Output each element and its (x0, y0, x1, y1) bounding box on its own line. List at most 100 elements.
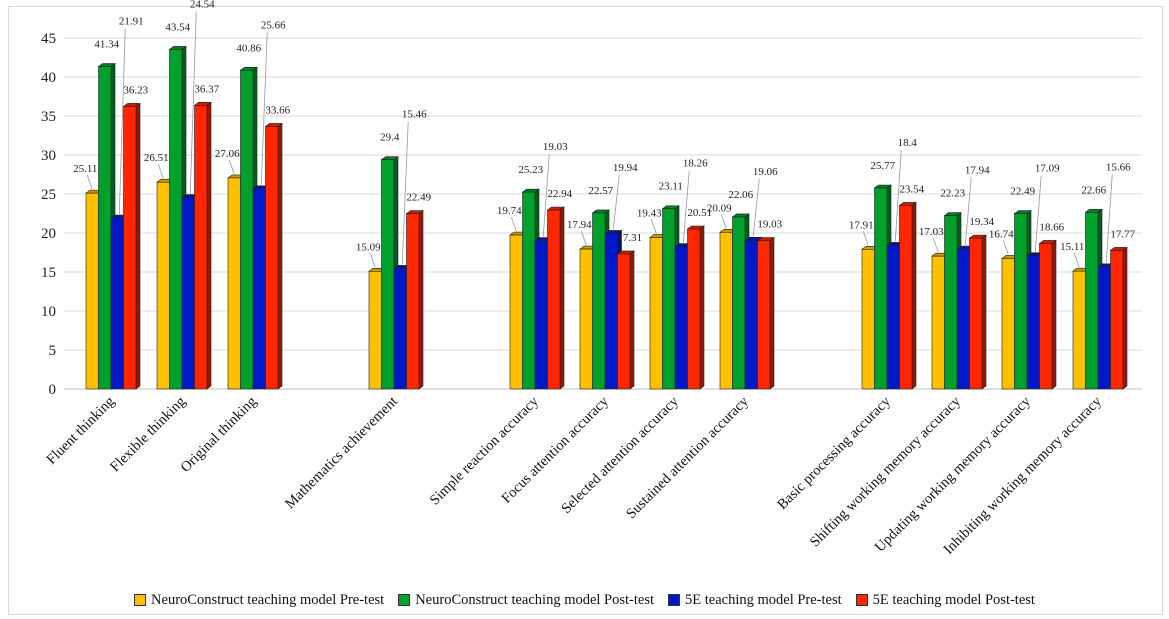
bar (253, 189, 266, 389)
y-tick-label: 40 (41, 70, 56, 86)
leader-line (1035, 176, 1041, 252)
bar-side (136, 103, 140, 389)
bar (228, 178, 241, 389)
data-label: 17.77 (1110, 228, 1135, 240)
bar (182, 198, 195, 389)
bar (157, 182, 170, 389)
x-tick-label: Updating working memory accuracy (872, 393, 1034, 555)
bar-side (419, 211, 423, 389)
data-label: 19.03 (757, 219, 782, 231)
data-label: 27.06 (215, 148, 240, 160)
bar (535, 241, 548, 389)
data-label: 22.06 (728, 189, 753, 201)
y-tick-label: 10 (41, 304, 56, 320)
data-label: 17.09 (1035, 163, 1060, 175)
legend-swatch (856, 594, 868, 606)
bar (862, 249, 875, 389)
bar (887, 245, 900, 389)
data-label: 15.46 (402, 109, 427, 121)
data-label: 20.09 (707, 202, 732, 214)
bar (675, 247, 688, 389)
data-label: 22.66 (1081, 184, 1106, 196)
bar (1086, 212, 1099, 389)
bar (957, 249, 970, 389)
data-label: 18.66 (1039, 221, 1064, 233)
bar (733, 217, 746, 389)
bar (900, 205, 913, 389)
data-label: 25.23 (518, 164, 543, 176)
bar (111, 218, 124, 389)
bar (605, 233, 618, 389)
data-label: 36.23 (123, 84, 148, 96)
data-label: 17.91 (849, 219, 874, 231)
data-label: 40.86 (236, 42, 261, 54)
bar-side (207, 102, 211, 389)
data-label: 23.11 (659, 181, 683, 193)
legend-item: 5E teaching model Post-test (856, 592, 1035, 609)
leader-line (721, 214, 726, 228)
legend-item: NeuroConstruct teaching model Post-test (398, 592, 654, 609)
data-label: 15.66 (1106, 161, 1131, 173)
leader-line (613, 175, 619, 230)
legend-item: NeuroConstruct teaching model Pre-test (134, 592, 384, 609)
bar (663, 209, 676, 389)
bar (394, 268, 407, 389)
bar (170, 49, 183, 389)
data-label: 24.54 (190, 0, 215, 10)
data-label: 22.94 (547, 188, 572, 200)
data-label: 33.66 (265, 104, 290, 116)
bar (382, 160, 395, 389)
y-tick-label: 25 (41, 187, 56, 203)
data-label: 17.94 (567, 219, 592, 231)
data-label: 15.09 (356, 241, 381, 253)
data-label: 17.03 (919, 226, 944, 238)
y-tick-label: 0 (49, 382, 57, 398)
data-label: 29.4 (380, 132, 400, 144)
leader-line (87, 175, 92, 189)
leader-line (511, 217, 516, 231)
data-label: 43.54 (165, 21, 190, 33)
y-tick-label: 5 (49, 343, 57, 359)
bar-side (560, 207, 564, 389)
leader-line (933, 238, 938, 252)
x-tick-label: Fluent thinking (44, 394, 118, 468)
data-label: 22.23 (940, 188, 965, 200)
legend-label: NeuroConstruct teaching model Post-test (415, 592, 654, 609)
bar (720, 232, 733, 389)
data-label: 19.06 (753, 166, 778, 178)
x-tick-label: Flexible thinking (107, 394, 189, 476)
data-label: 36.37 (194, 83, 219, 95)
y-tick-label: 45 (41, 31, 56, 47)
y-tick-label: 30 (41, 148, 56, 164)
bar (266, 126, 279, 389)
data-label: 18.26 (683, 158, 708, 170)
bar (241, 70, 254, 389)
leader-line (1074, 253, 1079, 267)
bar (1073, 271, 1086, 389)
bar (580, 249, 593, 389)
data-label: 22.49 (406, 192, 431, 204)
x-tick-label: Mathematics achievement (282, 394, 401, 513)
bar (548, 210, 561, 389)
leader-line (229, 160, 234, 174)
bar (618, 254, 631, 389)
data-label: 23.54 (899, 183, 924, 195)
leader-line (1003, 240, 1008, 254)
bar (523, 192, 536, 389)
y-tick-label: 20 (41, 226, 56, 242)
legend: NeuroConstruct teaching model Pre-test Ne… (0, 588, 1169, 612)
bar (369, 271, 382, 389)
data-label: 25.77 (870, 160, 895, 172)
bar (945, 216, 958, 389)
bar (593, 213, 606, 389)
bar (195, 105, 208, 389)
bar (407, 214, 420, 389)
bar (1098, 267, 1111, 389)
bar (1111, 250, 1124, 389)
leader-line (158, 164, 163, 178)
x-tick-label: Inhibiting working memory accuracy (941, 393, 1106, 558)
data-label: 18.4 (898, 137, 918, 149)
data-label: 17.94 (965, 165, 990, 177)
bar (510, 235, 523, 389)
